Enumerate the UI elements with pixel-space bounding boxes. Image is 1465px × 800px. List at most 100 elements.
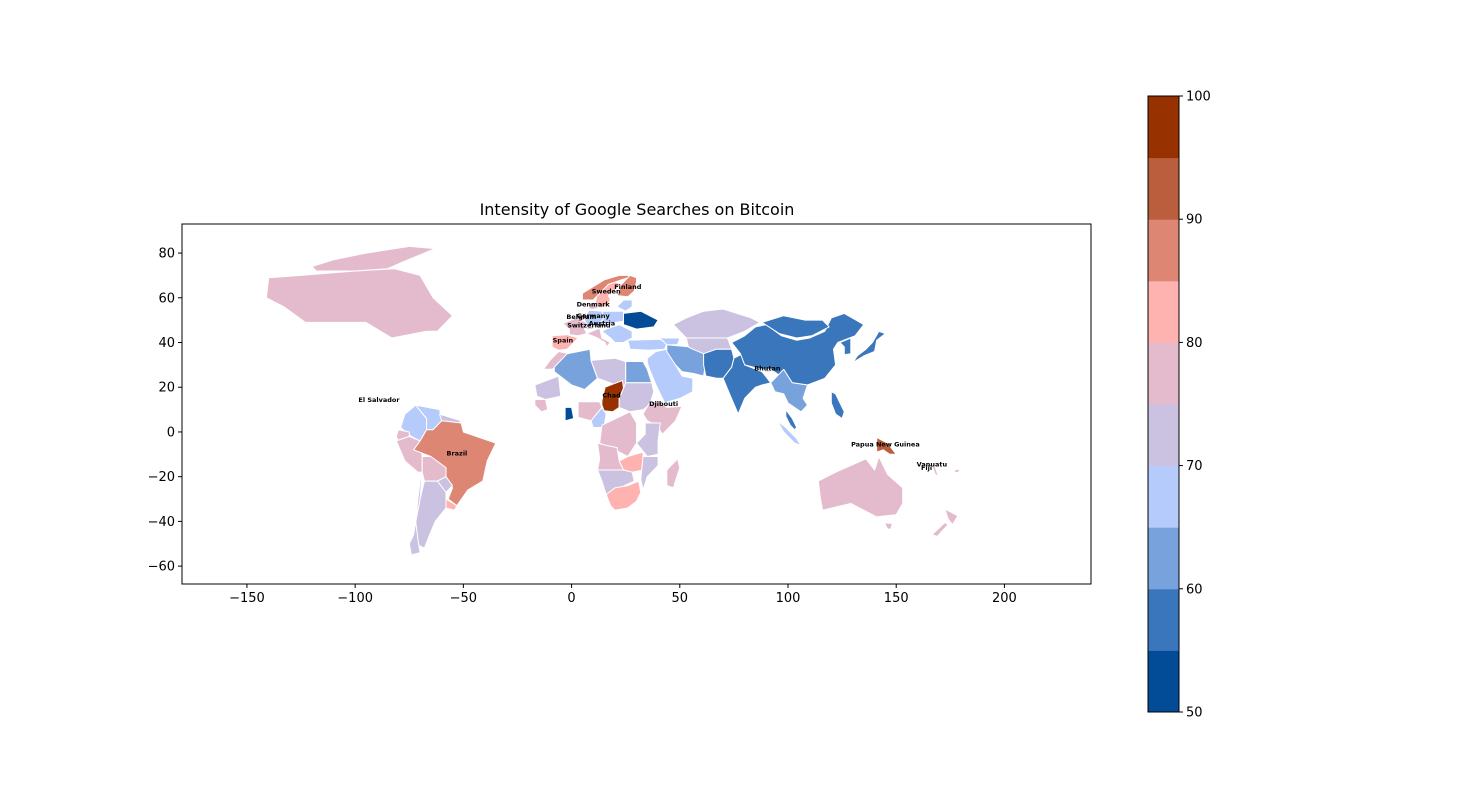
country-japan — [852, 330, 886, 364]
colorbar-bin — [1148, 280, 1179, 343]
label-vanuatu: Vanuatu — [917, 461, 948, 469]
x-tick-label: 0 — [567, 591, 575, 606]
country-turkey — [627, 338, 668, 351]
country-korea — [839, 337, 852, 356]
colorbar-bin — [1148, 588, 1179, 651]
colorbar-bin — [1148, 157, 1179, 220]
country-mongolia — [761, 315, 830, 339]
label-finland: Finland — [614, 283, 642, 291]
y-tick-label: 60 — [158, 291, 175, 306]
x-tick-label: −50 — [450, 591, 477, 606]
y-tick-label: −60 — [148, 560, 175, 575]
colorbar-tick-label: 90 — [1186, 213, 1203, 228]
country-chile — [408, 471, 423, 556]
country-new-zealand — [944, 508, 959, 526]
country-tasmania — [884, 522, 893, 530]
y-tick-label: −20 — [148, 470, 175, 485]
label-papua-new-guinea: Papua New Guinea — [851, 441, 920, 449]
country-egypt — [625, 361, 653, 384]
country-belarus-ukraine — [623, 310, 659, 330]
country-austria — [592, 323, 609, 328]
country-cameroon — [590, 406, 607, 428]
label-germany: Germany — [577, 312, 611, 320]
colorbar-bin — [1148, 650, 1179, 713]
colorbar-tick-label: 60 — [1186, 582, 1203, 597]
country-canadian-arctic-islands — [311, 245, 436, 272]
y-tick-label: 80 — [158, 247, 175, 262]
y-tick-label: 0 — [167, 425, 175, 440]
x-tick-label: −150 — [229, 591, 265, 606]
y-tick-label: 40 — [158, 336, 175, 351]
x-tick-label: 150 — [884, 591, 909, 606]
countries-layer — [265, 245, 961, 556]
country-madagascar — [666, 458, 681, 489]
colorbar-tick-label: 70 — [1186, 459, 1203, 474]
country-poland-czechia — [599, 310, 624, 324]
country-new-zealand-south — [931, 522, 949, 537]
country-brazil — [413, 420, 497, 507]
label-brazil: Brazil — [447, 449, 468, 457]
chart-title: Intensity of Google Searches on Bitcoin — [480, 200, 795, 219]
label-djibouti: Djibouti — [649, 400, 678, 408]
country-italy — [586, 327, 611, 348]
country-spain — [551, 334, 579, 351]
colorbar-bin — [1148, 404, 1179, 467]
x-tick-label: 200 — [992, 591, 1017, 606]
country-baltics — [616, 299, 633, 312]
country-vanuatu — [931, 465, 939, 478]
label-bhutan: Bhutan — [754, 365, 781, 373]
label-switzerland: Switzerland — [567, 321, 611, 329]
label-fiji: Fiji — [921, 464, 932, 472]
country-kenya-tanzania — [636, 422, 661, 457]
label-denmark: Denmark — [577, 301, 611, 309]
country-el-salvador — [376, 399, 383, 403]
label-spain: Spain — [553, 337, 574, 345]
colorbar-frame — [1147, 95, 1180, 713]
colorbar: 50 60 70 80 90 100 — [1147, 90, 1211, 721]
label-el-salvador: El Salvador — [358, 396, 400, 404]
country-caucasus — [657, 337, 681, 346]
country-south-africa — [605, 480, 642, 511]
country-finland — [616, 274, 637, 298]
y-tick-label: 20 — [158, 381, 175, 396]
colorbar-tick-label: 100 — [1186, 90, 1211, 105]
country-mozambique — [640, 456, 659, 491]
country-sumatra — [776, 420, 802, 446]
country-denmark — [588, 302, 600, 310]
label-chad: Chad — [602, 391, 621, 399]
country-west-coast — [534, 399, 549, 413]
colorbar-tick-label: 80 — [1186, 336, 1203, 351]
country-kazakhstan — [672, 308, 761, 339]
y-axis: −60 −40 −20 0 20 40 60 80 — [148, 247, 182, 575]
country-balkans — [601, 324, 633, 343]
country-southeast-asia — [770, 368, 808, 413]
colorbar-tick-label: 50 — [1186, 706, 1203, 721]
label-sweden: Sweden — [592, 287, 621, 295]
country-sudan — [618, 382, 655, 413]
country-ethiopia-somalia — [642, 400, 683, 435]
x-tick-label: 50 — [672, 591, 689, 606]
x-tick-label: 100 — [776, 591, 801, 606]
label-austria: Austria — [589, 320, 615, 328]
country-philippines — [830, 391, 845, 419]
country-mauritania — [534, 375, 562, 400]
colorbar-bin — [1148, 219, 1179, 282]
colorbar-bin — [1148, 96, 1179, 159]
country-malay-peninsula — [785, 409, 798, 431]
country-fiji — [954, 468, 961, 474]
plot-frame — [181, 223, 1092, 585]
x-tick-label: −100 — [337, 591, 373, 606]
country-ghana — [564, 406, 575, 422]
colorbar-bin — [1148, 342, 1179, 405]
colorbar-bin — [1148, 465, 1179, 528]
y-tick-label: −40 — [148, 515, 175, 530]
country-australia — [817, 456, 904, 518]
country-papua-new-guinea — [876, 437, 897, 455]
label-belgium: Belgium — [566, 313, 596, 321]
country-switzerland — [584, 325, 594, 330]
x-axis: −150 −100 −50 0 50 100 150 200 — [229, 584, 1017, 606]
colorbar-bin — [1148, 527, 1179, 590]
country-namibia-botswana — [597, 469, 635, 496]
